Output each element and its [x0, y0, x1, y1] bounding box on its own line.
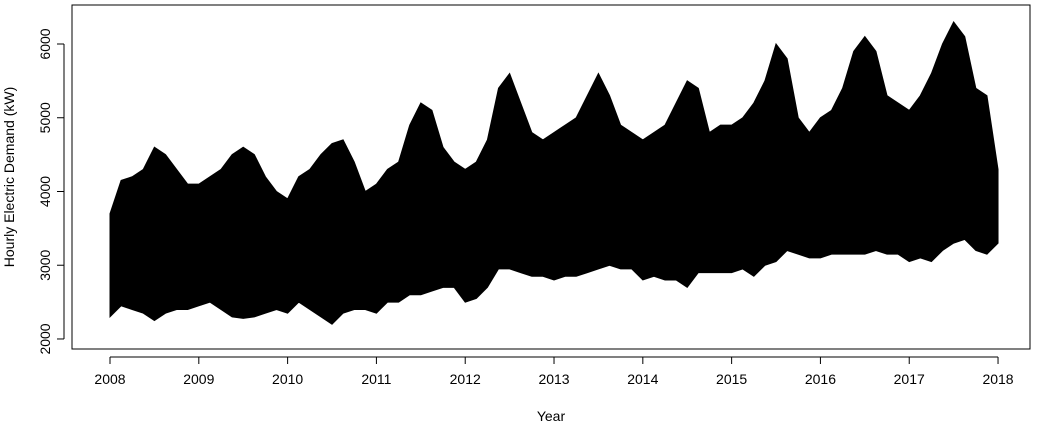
x-axis-label: Year — [537, 408, 566, 424]
x-tick-label: 2017 — [894, 371, 925, 387]
x-tick-label: 2008 — [94, 371, 125, 387]
demand-band — [109, 20, 999, 325]
x-tick-label: 2014 — [627, 371, 658, 387]
y-axis-label: Hourly Electric Demand (kW) — [1, 87, 17, 267]
y-tick-label: 3000 — [37, 249, 53, 280]
plot-frame — [71, 4, 1031, 350]
x-tick-label: 2013 — [538, 371, 569, 387]
x-tick-label: 2016 — [805, 371, 836, 387]
y-tick-label: 4000 — [37, 176, 53, 207]
x-tick-label: 2018 — [982, 371, 1013, 387]
x-tick-label: 2011 — [361, 371, 391, 387]
x-tick-label: 2009 — [183, 371, 214, 387]
x-tick-label: 2015 — [716, 371, 747, 387]
x-tick-label: 2012 — [450, 371, 481, 387]
y-tick-label: 5000 — [37, 102, 53, 133]
y-tick-label: 6000 — [37, 28, 53, 59]
x-tick-label: 2010 — [272, 371, 303, 387]
y-tick-label: 2000 — [37, 323, 53, 354]
